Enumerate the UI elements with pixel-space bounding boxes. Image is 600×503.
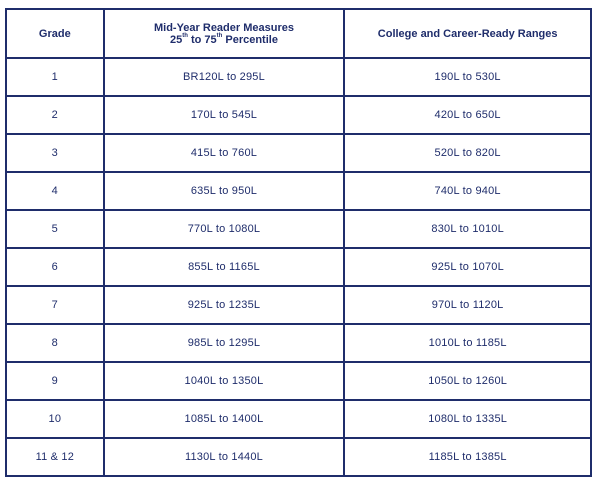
mid-year-range-cell: 770L to 1080L (102, 209, 346, 249)
ccr-range-cell: 420L to 650L (343, 95, 592, 135)
mid-year-range-cell: 635L to 950L (102, 171, 346, 211)
mid-year-range-cell: 1085L to 1400L (102, 399, 346, 439)
grade-cell: 4 (5, 171, 105, 211)
grade-cell: 6 (5, 247, 105, 287)
mid-year-range-cell: BR120L to 295L (102, 57, 346, 97)
header-mid-sup1: th (182, 32, 188, 39)
mid-year-range-cell: 1040L to 1350L (102, 361, 346, 401)
table-row: 5 770L to 1080L 830L to 1010L (5, 209, 592, 249)
header-mid-sup2: th (216, 32, 223, 39)
table-row: 6 855L to 1165L 925L to 1070L (5, 247, 592, 287)
header-mid-75: to 75 (187, 33, 217, 46)
mid-year-range-cell: 985L to 1295L (102, 323, 346, 363)
header-grade: Grade (5, 8, 105, 59)
mid-year-range-cell: 170L to 545L (102, 95, 346, 135)
ccr-range-cell: 1050L to 1260L (343, 361, 592, 401)
ccr-range-cell: 520L to 820L (343, 133, 592, 173)
ccr-range-cell: 925L to 1070L (343, 247, 592, 287)
table-row: 3 415L to 760L 520L to 820L (5, 133, 592, 173)
table-row: 7 925L to 1235L 970L to 1120L (5, 285, 592, 325)
lexile-ranges-table: Grade Mid-Year Reader Measures 25th to 7… (5, 8, 592, 477)
grade-cell: 10 (5, 399, 105, 439)
grade-cell: 8 (5, 323, 105, 363)
header-mid-line1: Mid-Year Reader Measures (153, 21, 294, 34)
table-header-row: Grade Mid-Year Reader Measures 25th to 7… (5, 8, 592, 59)
ccr-range-cell: 830L to 1010L (343, 209, 592, 249)
grade-cell: 11 & 12 (5, 437, 105, 477)
grade-cell: 2 (5, 95, 105, 135)
header-college-career-ready: College and Career-Ready Ranges (343, 8, 592, 59)
grade-cell: 1 (5, 57, 105, 97)
table-row: 9 1040L to 1350L 1050L to 1260L (5, 361, 592, 401)
table-row: 8 985L to 1295L 1010L to 1185L (5, 323, 592, 363)
ccr-range-cell: 740L to 940L (343, 171, 592, 211)
ccr-range-cell: 1080L to 1335L (343, 399, 592, 439)
table-row: 10 1085L to 1400L 1080L to 1335L (5, 399, 592, 439)
header-mid-25: 25 (169, 33, 183, 46)
mid-year-range-cell: 855L to 1165L (102, 247, 346, 287)
grade-cell: 3 (5, 133, 105, 173)
mid-year-range-cell: 1130L to 1440L (102, 437, 346, 477)
ccr-range-cell: 190L to 530L (343, 57, 592, 97)
grade-cell: 9 (5, 361, 105, 401)
grade-cell: 7 (5, 285, 105, 325)
grade-cell: 5 (5, 209, 105, 249)
ccr-range-cell: 970L to 1120L (343, 285, 592, 325)
header-mid-line2: 25th to 75th Percentile (169, 32, 278, 46)
ccr-range-cell: 1010L to 1185L (343, 323, 592, 363)
mid-year-range-cell: 925L to 1235L (102, 285, 346, 325)
table-row: 4 635L to 950L 740L to 940L (5, 171, 592, 211)
mid-year-range-cell: 415L to 760L (102, 133, 346, 173)
table-row: 11 & 12 1130L to 1440L 1185L to 1385L (5, 437, 592, 477)
table-body: 1 BR120L to 295L 190L to 530L 2 170L to 545L… (5, 57, 592, 477)
header-mid-percentile: Percentile (222, 33, 278, 46)
table-row: 1 BR120L to 295L 190L to 530L (5, 57, 592, 97)
ccr-range-cell: 1185L to 1385L (343, 437, 592, 477)
table-row: 2 170L to 545L 420L to 650L (5, 95, 592, 135)
header-mid-year-measures: Mid-Year Reader Measures 25th to 75th Pe… (102, 8, 346, 59)
